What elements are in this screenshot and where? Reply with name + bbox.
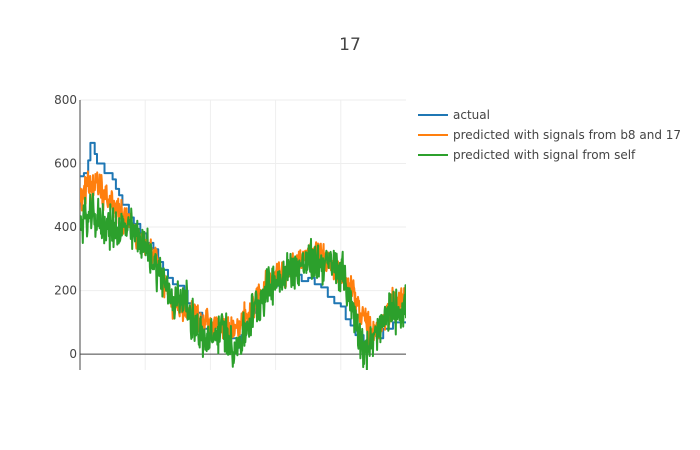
legend-item[interactable]: predicted with signals from b8 and 17 [418, 128, 681, 142]
chart-title: 17 [339, 35, 361, 55]
axes: 0 200 400 600 800 [54, 93, 406, 370]
y-tick-label: 400 [54, 220, 77, 234]
legend-label: predicted with signal from self [453, 148, 636, 162]
legend-item[interactable]: actual [418, 108, 490, 122]
series-lines [80, 141, 406, 370]
legend: actual predicted with signals from b8 and… [418, 108, 681, 162]
y-tick-label: 0 [69, 347, 77, 361]
legend-label: predicted with signals from b8 and 17 [453, 128, 681, 142]
legend-item[interactable]: predicted with signal from self [418, 148, 636, 162]
legend-label: actual [453, 108, 490, 122]
y-tick-label: 200 [54, 284, 77, 298]
series-line-3 [80, 192, 406, 370]
y-tick-label: 800 [54, 93, 77, 107]
y-tick-label: 600 [54, 157, 77, 171]
